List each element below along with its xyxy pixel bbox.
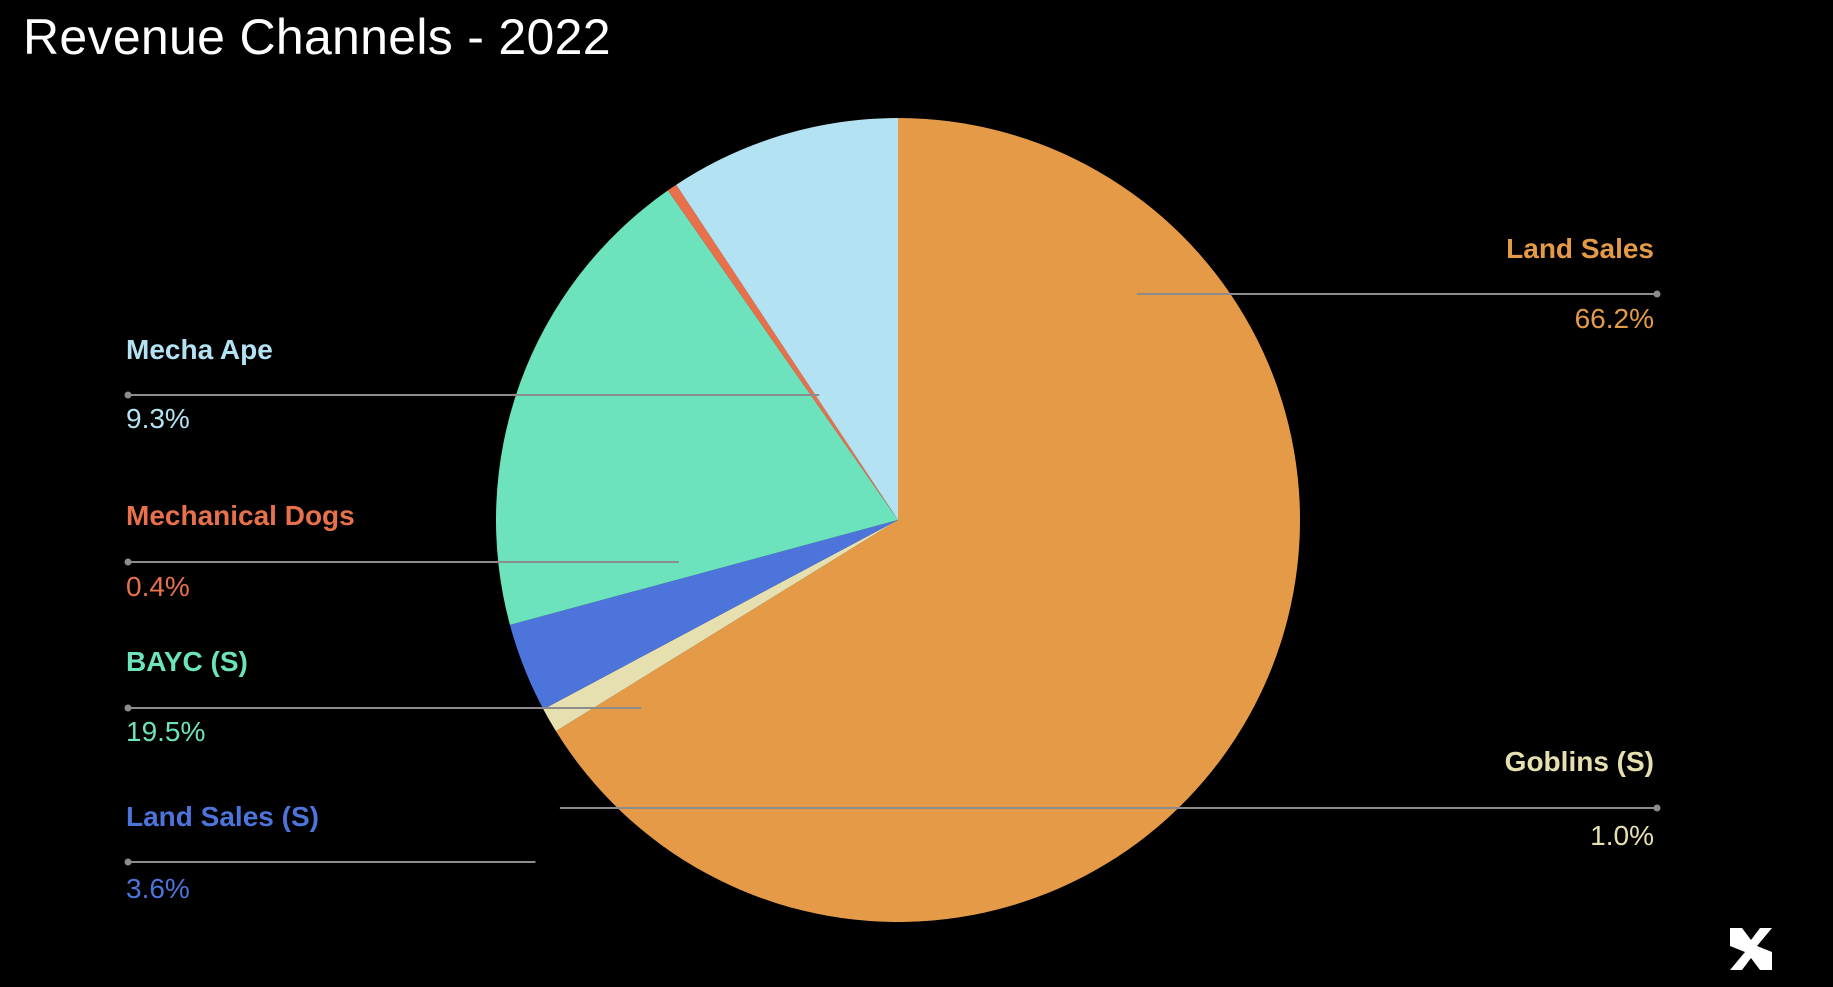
leader-dot-goblins-s	[1653, 804, 1661, 812]
slice-value-bayc-s: 19.5%	[126, 716, 205, 747]
slice-label-mecha-ape: Mecha Ape	[126, 334, 273, 365]
slice-label-mechanical-dogs: Mechanical Dogs	[126, 500, 355, 531]
slice-label-land-sales: Land Sales	[1506, 233, 1654, 264]
pie-slice-goblins-s	[543, 520, 898, 732]
pie-slice-mecha-ape	[676, 118, 898, 520]
chart-title: Revenue Channels - 2022	[23, 9, 611, 65]
slice-label-land-sales-s: Land Sales (S)	[126, 801, 319, 832]
slice-value-goblins-s: 1.0%	[1590, 820, 1654, 851]
pie-slice-land-sales-s	[509, 520, 898, 710]
pie-slice-bayc-s	[496, 190, 898, 625]
slice-labels: Mecha Ape 9.3% Mechanical Dogs 0.4% BAYC (S)…	[124, 233, 1661, 904]
leader-dot-mechanical-dogs	[124, 558, 132, 566]
leader-dot-land-sales	[1653, 290, 1661, 298]
slice-value-mechanical-dogs: 0.4%	[126, 571, 190, 602]
slice-label-goblins-s: Goblins (S)	[1505, 746, 1654, 777]
leader-dot-land-sales-s	[124, 858, 132, 866]
slice-value-land-sales-s: 3.6%	[126, 873, 190, 904]
leader-dot-bayc-s	[124, 704, 132, 712]
leader-dot-mecha-ape	[124, 391, 132, 399]
slice-value-mecha-ape: 9.3%	[126, 403, 190, 434]
pie-slice-mechanical-dogs	[667, 184, 898, 520]
pie-slice-land-sales	[555, 118, 1300, 923]
brand-logo-icon	[1730, 928, 1772, 970]
slice-label-bayc-s: BAYC (S)	[126, 646, 248, 677]
slice-value-land-sales: 66.2%	[1575, 303, 1654, 334]
pie-slices	[496, 118, 1300, 923]
